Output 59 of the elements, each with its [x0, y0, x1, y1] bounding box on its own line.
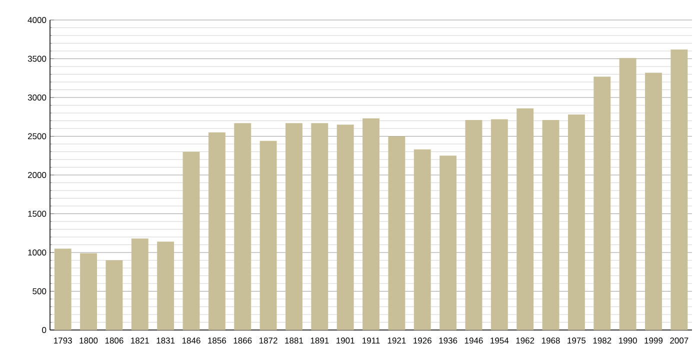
bar [336, 124, 354, 330]
x-tick-label: 1911 [362, 338, 380, 344]
bar [260, 140, 277, 330]
bar [490, 119, 508, 330]
bar [440, 156, 457, 330]
x-tick-label: 1926 [414, 338, 432, 344]
x-tick-label: 1954 [490, 338, 509, 344]
y-tick-label: 3500 [28, 56, 46, 62]
bar [542, 120, 560, 330]
x-tick-label: 1982 [593, 338, 612, 344]
bar [594, 76, 611, 330]
x-tick-label: 1946 [464, 338, 483, 344]
y-tick-label: 4000 [28, 17, 46, 24]
bar [465, 120, 482, 330]
y-tick-label: 1000 [28, 250, 46, 256]
x-tick-label: 1806 [105, 338, 124, 344]
x-tick-label: 2007 [670, 338, 688, 344]
x-tick-label: 1962 [516, 338, 534, 344]
x-tick-label: 1846 [182, 338, 200, 344]
y-tick-label: 2000 [28, 172, 46, 178]
x-tick-label: 1975 [568, 338, 586, 344]
bar [208, 132, 226, 330]
x-tick-label: 1821 [131, 338, 149, 344]
bar [131, 238, 148, 330]
x-tick-label: 1990 [618, 338, 637, 344]
bar [54, 248, 72, 330]
x-tick-label: 1936 [439, 338, 458, 344]
bar [80, 253, 97, 330]
x-tick-label: 1881 [285, 338, 304, 344]
y-tick-label: 500 [32, 288, 46, 294]
x-tick-label: 1968 [542, 338, 560, 344]
x-tick-label: 1793 [54, 338, 72, 344]
x-tick-label: 1921 [388, 338, 406, 344]
bar [414, 149, 431, 330]
x-tick-label: 1999 [644, 338, 663, 344]
bar [362, 118, 380, 330]
y-tick-label: 3000 [28, 94, 46, 101]
y-tick-label: 1500 [28, 210, 46, 217]
x-tick-label: 1901 [336, 338, 354, 344]
bar [645, 72, 662, 330]
bar [670, 49, 688, 330]
bar [285, 123, 302, 330]
y-tick-label: 2500 [28, 133, 46, 140]
bar [516, 108, 534, 330]
bar [157, 242, 174, 330]
bar [619, 58, 636, 330]
x-tick-label: 1800 [80, 338, 98, 344]
x-tick-label: 1856 [208, 338, 226, 344]
x-tick-label: 1891 [310, 338, 329, 344]
bar [106, 260, 123, 330]
y-tick-label: 0 [42, 327, 46, 334]
bar [568, 114, 585, 330]
bar [182, 152, 200, 330]
x-tick-label: 1866 [234, 338, 252, 344]
x-tick-label: 1831 [156, 338, 175, 344]
bar [311, 123, 328, 330]
bar [234, 123, 252, 330]
x-tick-label: 1872 [259, 338, 278, 344]
bar [388, 136, 406, 330]
